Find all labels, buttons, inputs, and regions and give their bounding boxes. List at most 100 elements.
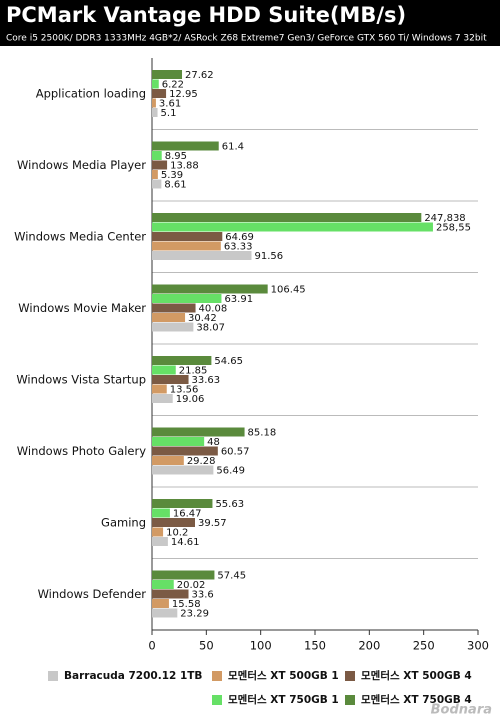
y-tick-label: Windows Photo Galery	[17, 444, 146, 458]
x-tick-label: 50	[199, 639, 214, 653]
data-label: 27.62	[185, 70, 214, 81]
y-tick-label: Windows Defender	[38, 587, 147, 601]
y-tick-label: Windows Vista Startup	[16, 372, 146, 386]
data-label: 16.47	[173, 508, 202, 519]
data-label: 13.56	[170, 384, 199, 395]
legend-label: 모멘터스 XT 500GB 4	[361, 669, 472, 682]
x-tick-label: 250	[413, 639, 435, 653]
data-label: 60.57	[221, 446, 250, 457]
bar	[152, 446, 218, 456]
bar	[152, 151, 162, 160]
bar	[152, 394, 173, 403]
bar	[152, 294, 222, 303]
data-label: 29.28	[187, 456, 216, 467]
y-tick-label: Windows Movie Maker	[18, 301, 146, 315]
legend-label: 모멘터스 XT 750GB 4	[361, 693, 472, 706]
data-label: 64.69	[225, 232, 254, 243]
data-label: 85.18	[248, 427, 277, 438]
data-label: 20.02	[177, 580, 206, 591]
bar	[152, 427, 245, 437]
data-label: 10.2	[166, 527, 188, 538]
bar	[152, 313, 186, 322]
data-label: 63.91	[224, 294, 253, 305]
bar	[152, 232, 223, 241]
data-label: 61.4	[222, 141, 244, 152]
data-label: 6.22	[162, 79, 184, 90]
data-label: 8.61	[164, 179, 186, 190]
bar	[152, 499, 213, 508]
bar	[152, 437, 205, 446]
data-label: 57.45	[217, 570, 246, 581]
watermark: Bodnara	[431, 703, 492, 718]
data-label: 13.88	[170, 160, 199, 171]
data-label: 247,838	[424, 213, 465, 224]
bar	[152, 303, 196, 313]
legend-label: 모멘터스 XT 500GB 1	[228, 669, 339, 682]
bar	[152, 465, 214, 475]
chart-subtitle: Core i5 2500K/ DDR3 1333MHz 4GB*2/ ASRoc…	[6, 34, 487, 44]
bar	[152, 518, 195, 527]
bar	[152, 356, 212, 365]
bar	[152, 222, 433, 232]
data-label: 5.1	[161, 108, 177, 119]
legend-swatch	[212, 695, 222, 705]
title-band	[0, 0, 500, 46]
data-label: 38.07	[196, 322, 225, 333]
data-label: 3.61	[159, 98, 181, 109]
data-label: 12.95	[169, 89, 198, 100]
legend-swatch	[345, 671, 355, 681]
bar	[152, 284, 268, 294]
data-label: 23.29	[180, 608, 209, 619]
bar	[152, 170, 158, 179]
data-label: 48	[207, 437, 220, 448]
bar	[152, 241, 221, 251]
bar	[152, 98, 156, 108]
y-tick-label: Gaming	[101, 515, 146, 529]
bar	[152, 322, 194, 332]
bar	[152, 70, 183, 79]
data-label: 55.63	[215, 499, 244, 510]
data-label: 91.56	[254, 251, 283, 262]
bar	[152, 508, 170, 518]
y-tick-label: Windows Media Player	[17, 158, 146, 172]
legend-swatch	[212, 671, 222, 681]
bar	[152, 599, 169, 608]
data-label: 5.39	[161, 170, 183, 181]
x-tick-label: 150	[304, 639, 326, 653]
chart-title: PCMark Vantage HDD Suite(MB/s)	[6, 3, 406, 27]
bar	[152, 570, 215, 580]
bar	[152, 365, 176, 375]
bar	[152, 384, 167, 394]
data-label: 33.6	[192, 589, 214, 600]
legend-swatch	[345, 695, 355, 705]
x-tick-label: 0	[148, 639, 155, 653]
legend-label: 모멘터스 XT 750GB 1	[228, 693, 339, 706]
bar	[152, 141, 219, 151]
data-label: 21.85	[179, 365, 208, 376]
data-label: 56.49	[216, 465, 245, 476]
bar	[152, 589, 189, 599]
data-label: 15.58	[172, 599, 201, 610]
y-tick-label: Windows Media Center	[14, 229, 146, 243]
data-label: 39.57	[198, 518, 227, 529]
bar	[152, 213, 422, 222]
data-label: 54.65	[214, 356, 243, 367]
legend-swatch	[48, 671, 58, 681]
bar	[152, 527, 164, 537]
y-tick-label: Application loading	[36, 86, 146, 100]
x-tick-label: 300	[467, 639, 489, 653]
bar	[152, 79, 159, 89]
data-label: 63.33	[224, 241, 253, 252]
bar	[152, 89, 167, 98]
data-label: 8.95	[165, 151, 187, 162]
x-tick-label: 200	[358, 639, 380, 653]
bar	[152, 537, 168, 546]
bar	[152, 108, 158, 117]
x-tick-label: 100	[250, 639, 272, 653]
data-label: 19.06	[176, 394, 205, 405]
data-label: 258,55	[436, 222, 471, 233]
data-label: 14.61	[171, 537, 200, 548]
bar	[152, 160, 168, 170]
bar	[152, 375, 189, 384]
